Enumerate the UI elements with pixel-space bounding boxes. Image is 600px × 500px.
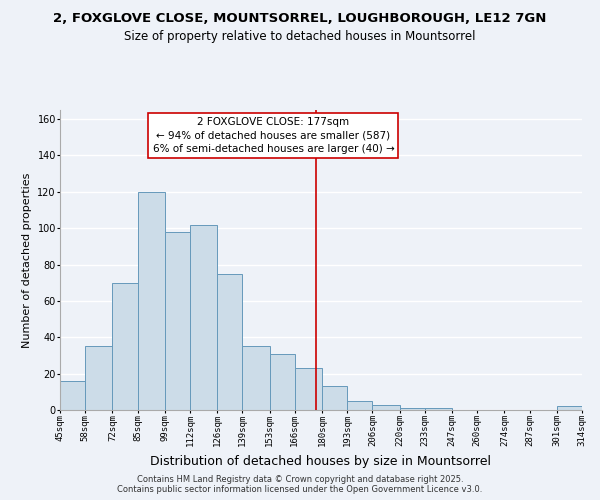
Bar bbox=[85, 346, 112, 410]
Bar bbox=[60, 381, 85, 410]
Bar bbox=[242, 346, 269, 410]
Text: 2, FOXGLOVE CLOSE, MOUNTSORREL, LOUGHBOROUGH, LE12 7GN: 2, FOXGLOVE CLOSE, MOUNTSORREL, LOUGHBOR… bbox=[53, 12, 547, 26]
Bar bbox=[322, 386, 347, 410]
Bar bbox=[217, 274, 242, 410]
Bar bbox=[137, 192, 165, 410]
Bar bbox=[400, 408, 425, 410]
Bar bbox=[269, 354, 295, 410]
Bar bbox=[190, 224, 217, 410]
Text: Contains HM Land Registry data © Crown copyright and database right 2025.: Contains HM Land Registry data © Crown c… bbox=[137, 475, 463, 484]
Bar bbox=[112, 282, 137, 410]
Bar bbox=[373, 404, 400, 410]
Bar bbox=[295, 368, 322, 410]
Y-axis label: Number of detached properties: Number of detached properties bbox=[22, 172, 32, 348]
Bar bbox=[425, 408, 452, 410]
Text: 2 FOXGLOVE CLOSE: 177sqm
← 94% of detached houses are smaller (587)
6% of semi-d: 2 FOXGLOVE CLOSE: 177sqm ← 94% of detach… bbox=[152, 118, 394, 154]
Bar bbox=[557, 406, 582, 410]
Bar bbox=[347, 401, 373, 410]
X-axis label: Distribution of detached houses by size in Mountsorrel: Distribution of detached houses by size … bbox=[151, 455, 491, 468]
Bar bbox=[165, 232, 190, 410]
Text: Size of property relative to detached houses in Mountsorrel: Size of property relative to detached ho… bbox=[124, 30, 476, 43]
Text: Contains public sector information licensed under the Open Government Licence v3: Contains public sector information licen… bbox=[118, 485, 482, 494]
